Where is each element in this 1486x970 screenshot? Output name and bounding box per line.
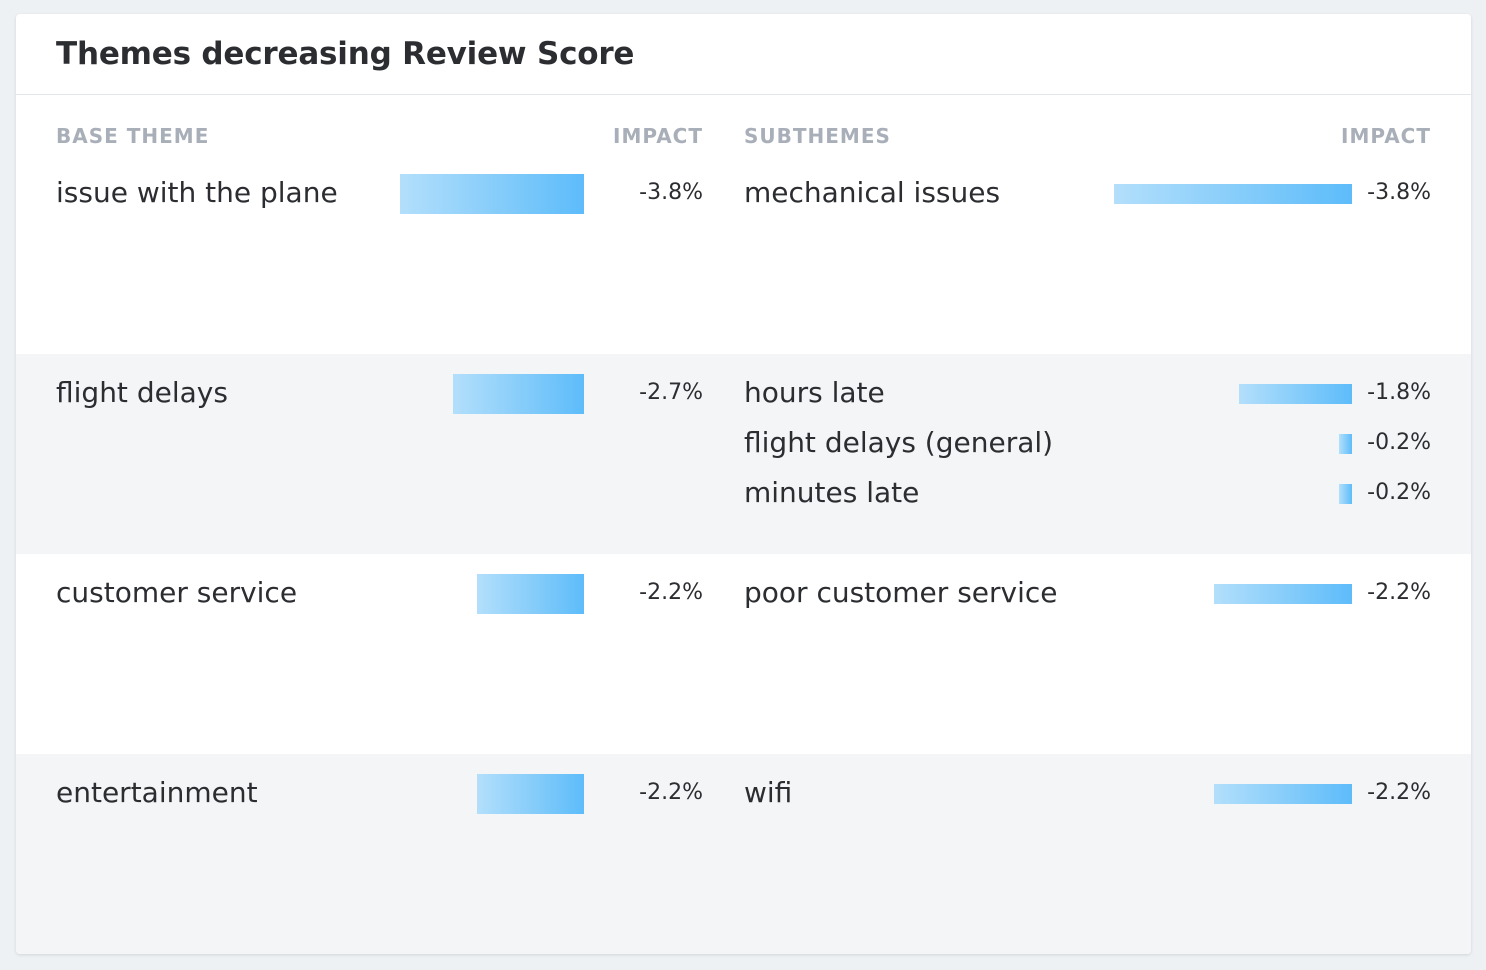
base-impact-value: -2.2% [639, 580, 703, 605]
subtheme-label[interactable]: flight delays (general) [744, 426, 1054, 459]
subtheme-item[interactable]: poor customer service -2.2% [16, 574, 1471, 624]
subtheme-impact-bar [1239, 384, 1352, 404]
subtheme-label[interactable]: wifi [744, 776, 793, 809]
subtheme-label[interactable]: mechanical issues [744, 176, 1001, 209]
base-impact-bar [477, 774, 584, 814]
base-impact-value: -2.7% [639, 380, 703, 405]
base-theme-header: BASE THEME [56, 124, 210, 148]
subtheme-impact-value: -2.2% [1367, 780, 1431, 805]
title-divider [16, 94, 1471, 95]
subtheme-impact-value: -0.2% [1367, 430, 1431, 455]
subtheme-item[interactable]: hours late -1.8% [16, 374, 1471, 424]
base-theme-label[interactable]: entertainment [56, 776, 258, 809]
base-impact-value: -3.8% [639, 180, 703, 205]
subtheme-impact-bar [1114, 184, 1352, 204]
themes-card: Themes decreasing Review Score BASE THEM… [16, 14, 1471, 954]
subtheme-item[interactable]: mechanical issues -3.8% [16, 174, 1471, 224]
theme-rows: issue with the plane -3.8% mechanical issu… [16, 154, 1471, 954]
theme-row[interactable]: flight delays -2.7% hours late -1.8% flight … [16, 354, 1471, 554]
subtheme-impact-bar [1214, 584, 1352, 604]
subthemes-header: SUBTHEMES [744, 124, 891, 148]
subtheme-impact-bar [1339, 434, 1352, 454]
base-theme-label[interactable]: flight delays [56, 376, 228, 409]
subtheme-item[interactable]: wifi -2.2% [16, 774, 1471, 824]
subtheme-impact-bar [1339, 484, 1352, 504]
subtheme-item[interactable]: flight delays (general) -0.2% [16, 424, 1471, 474]
subtheme-label[interactable]: hours late [744, 376, 885, 409]
theme-row[interactable]: issue with the plane -3.8% mechanical issu… [16, 154, 1471, 354]
subtheme-impact-value: -3.8% [1367, 180, 1431, 205]
base-impact-bar [400, 174, 584, 214]
base-theme-label[interactable]: issue with the plane [56, 176, 338, 209]
sub-impact-header: IMPACT [1341, 124, 1431, 148]
base-impact-bar [453, 374, 584, 414]
base-impact-value: -2.2% [639, 780, 703, 805]
subtheme-impact-value: -2.2% [1367, 580, 1431, 605]
subtheme-label[interactable]: minutes late [744, 476, 920, 509]
subtheme-impact-value: -0.2% [1367, 480, 1431, 505]
subtheme-item[interactable]: minutes late -0.2% [16, 474, 1471, 524]
subtheme-impact-value: -1.8% [1367, 380, 1431, 405]
base-impact-bar [477, 574, 584, 614]
card-title: Themes decreasing Review Score [56, 36, 635, 72]
base-impact-header: IMPACT [613, 124, 703, 148]
subtheme-impact-bar [1214, 784, 1352, 804]
subtheme-label[interactable]: poor customer service [744, 576, 1058, 609]
theme-row[interactable]: entertainment -2.2% wifi -2.2% [16, 754, 1471, 954]
theme-row[interactable]: customer service -2.2% poor customer servi… [16, 554, 1471, 754]
base-theme-label[interactable]: customer service [56, 576, 298, 609]
